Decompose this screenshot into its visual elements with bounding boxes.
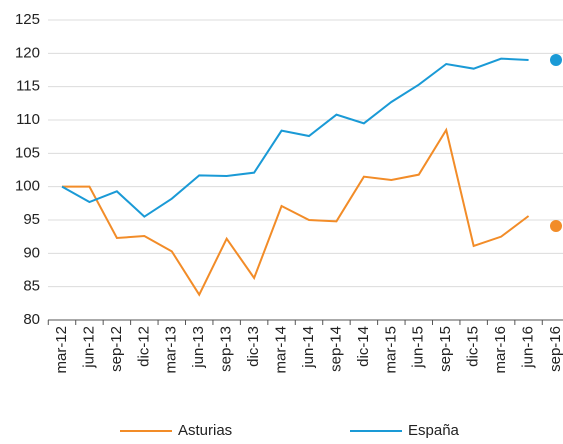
y-tick-label: 105	[15, 144, 40, 161]
series-line	[61, 57, 529, 218]
x-tick-label: jun-13	[190, 326, 207, 369]
x-tick-label: mar-12	[53, 326, 70, 374]
x-tick-label: sep-15	[437, 326, 454, 372]
x-tick-label: mar-14	[273, 326, 290, 374]
y-tick-label: 125	[15, 11, 40, 28]
x-tick-label: dic-12	[135, 326, 152, 367]
y-tick-label: 115	[16, 78, 40, 95]
x-tick-label: mar-13	[163, 326, 180, 374]
y-tick-label: 85	[23, 278, 40, 295]
x-tick-label: jun-14	[300, 326, 317, 369]
y-tick-label: 110	[16, 111, 40, 128]
x-tick-label: jun-15	[410, 326, 427, 369]
y-tick-label: 100	[15, 178, 40, 195]
y-tick-label: 90	[23, 244, 40, 261]
series-point	[550, 220, 562, 232]
x-tick-label: mar-16	[492, 326, 509, 374]
series-line	[62, 127, 530, 297]
x-tick-label: sep-13	[218, 326, 235, 372]
x-tick-label: dic-13	[245, 326, 262, 367]
series-point	[550, 54, 562, 66]
x-tick-label: sep-12	[108, 326, 125, 372]
x-tick-label: dic-15	[465, 326, 482, 367]
y-tick-label: 120	[15, 44, 40, 61]
x-tick-label: jun-16	[520, 326, 537, 369]
y-tick-label: 80	[23, 311, 40, 328]
x-tick-label: sep-14	[327, 326, 344, 372]
legend-label: España	[408, 422, 460, 439]
x-tick-label: jun-12	[80, 326, 97, 369]
x-tick-label: mar-15	[382, 326, 399, 374]
legend-label: Asturias	[178, 422, 232, 439]
x-tick-label: sep-16	[547, 326, 563, 372]
y-tick-label: 95	[23, 211, 40, 228]
x-tick-label: dic-14	[355, 326, 372, 367]
